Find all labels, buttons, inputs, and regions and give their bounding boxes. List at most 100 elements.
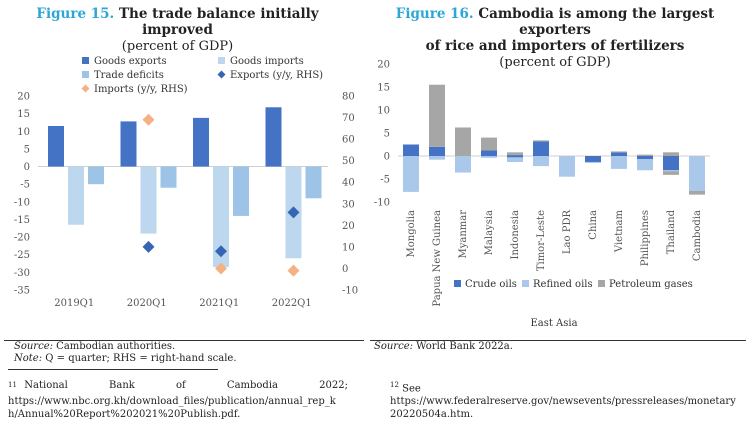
bar-refined-oils — [481, 156, 497, 158]
y-tick-label: 15 — [377, 83, 390, 94]
y2-tick-label: -10 — [342, 286, 358, 297]
bar-crude-oils — [611, 152, 627, 156]
x-axis-title: East Asia — [530, 318, 577, 329]
x-tick-label: Myanmar — [458, 210, 469, 259]
y-tick-label: 5 — [24, 144, 30, 155]
y-tick-label: -10 — [374, 198, 390, 209]
footnote-12-line1: See — [402, 383, 421, 395]
footnote-rule — [8, 369, 218, 370]
footnote-11-line2: https://www.nbc.org.kh/download_files/pu… — [8, 396, 336, 408]
y2-tick-label: 50 — [342, 156, 355, 167]
bar-petroleum-gases — [637, 154, 653, 156]
legend-swatch-crude-oils — [454, 280, 461, 287]
legend-label-refined-oils: Refined oils — [533, 279, 593, 290]
bar-petroleum-gases — [429, 84, 445, 147]
marker-imports-y-y-rhs — [215, 262, 227, 275]
x-tick-label: 2022Q1 — [272, 298, 312, 309]
legend-swatch-imports-y-y-rhs — [81, 84, 90, 93]
legend-swatch-exports-y-y-rhs — [217, 70, 226, 79]
footnote-12: 12 See https://www.federalreserve.gov/ne… — [390, 379, 745, 421]
marker-exports-y-y-rhs — [215, 245, 227, 258]
bar-crude-oils — [429, 146, 445, 156]
bar-crude-oils — [481, 150, 497, 156]
bar-petroleum-gases — [533, 140, 549, 142]
y-tick-label: -35 — [14, 286, 30, 297]
x-tick-label: 2019Q1 — [54, 298, 94, 309]
bar-refined-oils — [585, 161, 601, 163]
bar-trade-deficits — [305, 166, 322, 199]
marker-exports-y-y-rhs — [287, 206, 300, 219]
x-tick-label: Thailand — [666, 209, 677, 254]
bar-trade-deficits — [160, 166, 177, 188]
x-tick-label: Papua New Guinea — [432, 210, 443, 307]
y-tick-label: -10 — [14, 197, 30, 208]
y-tick-label: -5 — [380, 175, 390, 186]
y-tick-label: 5 — [384, 129, 390, 140]
x-tick-label: Malaysia — [484, 210, 495, 255]
legend-label-goods-imports: Goods imports — [230, 56, 304, 67]
left-source-label: Source: — [14, 341, 53, 352]
y-tick-label: 0 — [384, 152, 390, 163]
bar-refined-oils — [403, 156, 419, 192]
y2-tick-label: 70 — [342, 113, 355, 124]
y2-tick-label: 0 — [342, 264, 348, 275]
y-tick-label: -25 — [14, 250, 30, 261]
footnote-11-line1: National Bank of Cambodia 2022; — [24, 380, 348, 391]
marker-imports-y-y-rhs — [142, 113, 155, 126]
legend-swatch-refined-oils — [522, 280, 529, 287]
legend-swatch-goods-imports — [218, 57, 225, 64]
left-figure-subtitle: (percent of GDP) — [121, 39, 234, 54]
x-tick-label: Vietnam — [614, 209, 625, 253]
bar-petroleum-gases — [481, 137, 497, 151]
legend-label-petroleum-gases: Petroleum gases — [609, 279, 693, 290]
bar-crude-oils — [533, 141, 549, 156]
footnote-12-line2: https://www.federalreserve.gov/newsevent… — [390, 396, 736, 408]
bar-petroleum-gases — [455, 127, 471, 156]
right-figure-title-line2: of rice and importers of fertilizers — [425, 38, 685, 54]
bar-refined-oils — [533, 156, 549, 167]
bar-refined-oils — [689, 156, 705, 191]
left-note-label: Note: — [14, 353, 43, 364]
bar-crude-oils — [585, 156, 601, 162]
bar-trade-deficits — [233, 166, 249, 216]
legend-swatch-petroleum-gases — [598, 280, 605, 287]
legend-swatch-trade-deficits — [82, 71, 89, 78]
left-figure-title-text: The trade balance initially improved — [118, 6, 319, 38]
legend-label-exports-y-y-rhs: Exports (y/y, RHS) — [230, 70, 323, 81]
left-source-rule — [4, 340, 364, 341]
bar-refined-oils — [611, 156, 627, 169]
footnote-11-number: 11 — [8, 381, 17, 389]
x-tick-label: Indonesia — [510, 210, 521, 260]
right-figure-title: Figure 16. Cambodia is among the largest… — [370, 6, 740, 71]
marker-imports-y-y-rhs — [287, 264, 300, 277]
bar-petroleum-gases — [507, 152, 523, 156]
x-tick-label: Lao PDR — [562, 210, 573, 255]
x-tick-label: Philippines — [640, 210, 651, 266]
left-source-text: Cambodian authorities. — [56, 341, 176, 352]
bar-refined-oils — [429, 156, 445, 160]
right-source-text: World Bank 2022a. — [416, 341, 513, 352]
bar-goods-imports — [140, 166, 157, 234]
left-figure-number: Figure 15. — [36, 6, 115, 22]
bar-petroleum-gases — [663, 171, 679, 175]
legend-label-crude-oils: Crude oils — [465, 279, 517, 290]
y2-tick-label: 80 — [342, 92, 355, 103]
bar-goods-exports — [265, 107, 282, 167]
marker-exports-y-y-rhs — [142, 240, 155, 253]
y-tick-label: 10 — [17, 127, 30, 138]
right-figure-subtitle: (percent of GDP) — [499, 55, 611, 70]
right-figure-number: Figure 16. — [395, 6, 474, 22]
bar-goods-imports — [213, 166, 229, 268]
right-source-rule — [370, 340, 746, 341]
bar-petroleum-gases — [689, 190, 705, 195]
legend-label-imports-y-y-rhs: Imports (y/y, RHS) — [94, 84, 188, 95]
legend-swatch-goods-exports — [82, 57, 89, 64]
y2-tick-label: 60 — [342, 135, 355, 146]
y-tick-label: -20 — [14, 233, 30, 244]
y-tick-label: 0 — [24, 162, 30, 173]
y-tick-label: 20 — [377, 60, 390, 71]
x-tick-label: 2021Q1 — [199, 298, 239, 309]
y-tick-label: 20 — [17, 92, 30, 103]
bar-crude-oils — [403, 144, 419, 156]
y-tick-label: -15 — [14, 215, 30, 226]
